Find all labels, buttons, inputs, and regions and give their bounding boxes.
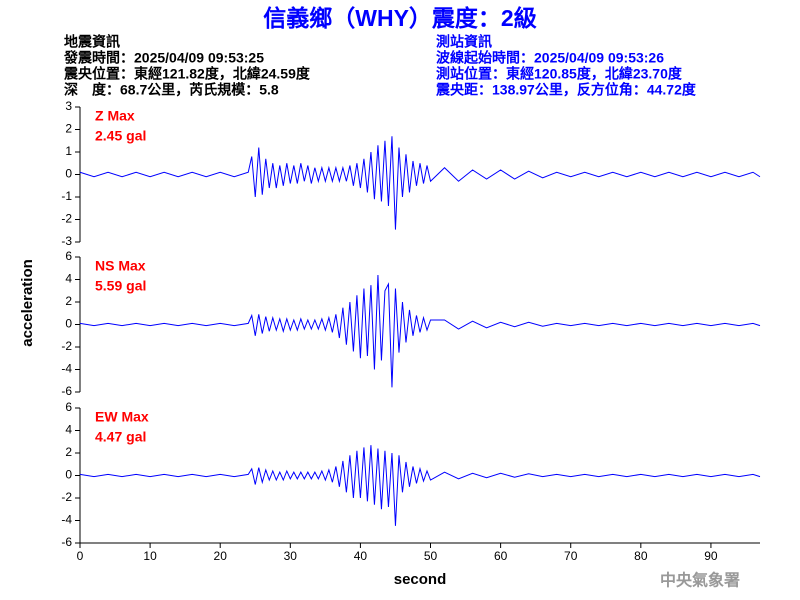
max-annotation: 4.47 gal	[95, 429, 146, 445]
y-tick-label: 0	[65, 317, 72, 331]
y-tick-label: 1	[65, 144, 72, 158]
max-annotation: 5.59 gal	[95, 278, 146, 294]
station-info-left: 震央位置：東經121.82度，北緯24.59度	[63, 66, 311, 82]
max-annotation: Z Max	[95, 108, 135, 124]
y-tick-label: 6	[65, 249, 72, 263]
y-tick-label: 0	[65, 468, 72, 482]
x-tick-label: 10	[143, 549, 157, 563]
x-tick-label: 50	[424, 549, 438, 563]
station-info-right: 測站位置：東經120.85度，北緯23.70度	[436, 66, 683, 82]
max-annotation: 2.45 gal	[95, 128, 146, 144]
y-tick-label: -3	[61, 234, 72, 248]
y-tick-label: -2	[61, 490, 72, 504]
x-tick-label: 0	[77, 549, 84, 563]
x-axis-label: second	[394, 571, 447, 588]
station-info-left: 發震時間：2025/04/09 09:53:25	[63, 50, 264, 66]
station-info-right: 震央距：138.97公里，反方位角：44.72度	[435, 82, 697, 98]
y-tick-label: 2	[65, 122, 72, 136]
x-tick-label: 80	[634, 549, 648, 563]
x-tick-label: 40	[354, 549, 368, 563]
y-tick-label: -6	[61, 384, 72, 398]
y-tick-label: -4	[61, 362, 72, 376]
max-annotation: NS Max	[95, 258, 146, 274]
y-tick-label: 2	[65, 445, 72, 459]
x-tick-label: 20	[214, 549, 228, 563]
x-tick-label: 30	[284, 549, 298, 563]
station-info-right: 測站資訊	[436, 34, 492, 50]
x-tick-label: 90	[704, 549, 718, 563]
waveform	[79, 445, 761, 526]
station-info-left: 地震資訊	[64, 34, 120, 50]
station-info-left: 深 度：68.7公里，芮氏規模：5.8	[64, 82, 279, 98]
chart-title: 信義鄉（WHY）震度：2級	[263, 5, 536, 31]
waveform	[79, 274, 761, 388]
watermark: 中央氣象署	[660, 571, 740, 590]
y-tick-label: -4	[61, 513, 72, 527]
x-tick-label: 60	[494, 549, 508, 563]
y-tick-label: -6	[61, 535, 72, 549]
x-tick-label: 70	[564, 549, 578, 563]
y-tick-label: -1	[61, 189, 72, 203]
station-info-right: 波線起始時間：2025/04/09 09:53:26	[436, 50, 664, 66]
y-tick-label: 4	[65, 272, 72, 286]
y-tick-label: -2	[61, 212, 72, 226]
max-annotation: EW Max	[95, 409, 149, 425]
y-tick-label: 2	[65, 294, 72, 308]
y-tick-label: -2	[61, 339, 72, 353]
waveform	[79, 136, 761, 230]
y-tick-label: 6	[65, 400, 72, 414]
y-axis-label: acceleration	[19, 259, 36, 347]
y-tick-label: 0	[65, 167, 72, 181]
y-tick-label: 4	[65, 423, 72, 437]
y-tick-label: 3	[65, 99, 72, 113]
